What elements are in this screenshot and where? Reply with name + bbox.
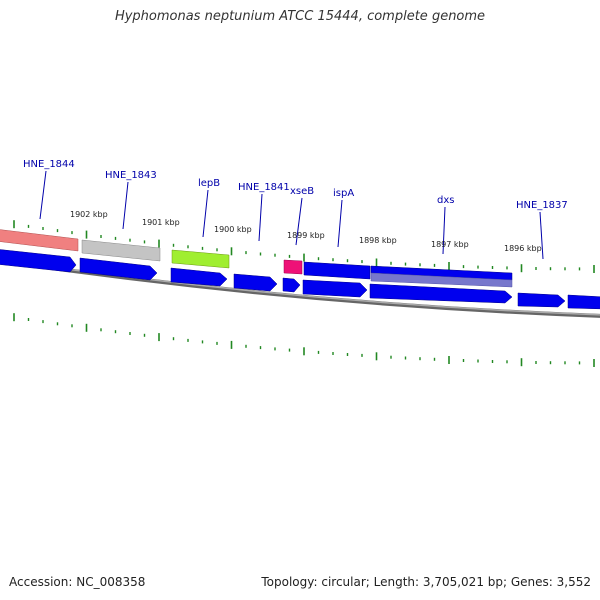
gene-hne-1844[interactable] (0, 229, 79, 252)
kbp-label: 1898 kbp (359, 236, 397, 245)
gene-label[interactable]: HNE_1841 (238, 182, 290, 193)
gene-label[interactable]: ispA (333, 188, 354, 199)
gene-arrow-4[interactable] (233, 273, 278, 292)
gene-label[interactable]: HNE_1843 (105, 170, 157, 181)
inner-tick-track (13, 313, 595, 367)
gene-xseB[interactable] (283, 259, 303, 275)
gene-lepB[interactable] (171, 249, 230, 269)
upper-strand-genes (0, 229, 513, 288)
kbp-label: 1902 kbp (70, 210, 108, 219)
kbp-label: 1901 kbp (142, 218, 180, 227)
kbp-label: 1896 kbp (504, 244, 542, 253)
genome-title: Hyphomonas neptunium ATCC 15444, complet… (114, 9, 486, 24)
outer-tick-track (13, 220, 595, 273)
gene-arrow-9[interactable] (567, 294, 600, 310)
gene-label[interactable]: lepB (198, 178, 220, 189)
gene-label[interactable]: HNE_1837 (516, 200, 568, 211)
gene-labels: HNE_1844 HNE_1843 lepB HNE_1841 xseB isp… (23, 159, 568, 211)
gene-label-leaders (39, 170, 544, 260)
kbp-label: 1900 kbp (214, 225, 252, 234)
gene-arrow-3[interactable] (170, 267, 228, 287)
gene-arrow-1[interactable] (0, 249, 77, 273)
gene-arrow-7[interactable] (369, 283, 513, 304)
gene-ispA[interactable] (303, 261, 371, 280)
gene-label[interactable]: xseB (290, 186, 314, 197)
gene-label[interactable]: dxs (437, 195, 454, 206)
accession-label: Accession: NC_008358 (9, 575, 146, 589)
gene-arrow-8[interactable] (517, 292, 566, 308)
gene-hne-1843[interactable] (81, 239, 161, 262)
gene-dxs-lower (370, 272, 513, 288)
gene-arrow-6[interactable] (302, 279, 368, 298)
gene-arrow-2[interactable] (79, 257, 158, 281)
kbp-label: 1899 kbp (287, 231, 325, 240)
kbp-label: 1897 kbp (431, 240, 469, 249)
gene-label[interactable]: HNE_1844 (23, 159, 75, 170)
gene-arrow-5[interactable] (282, 277, 301, 293)
lower-strand-genes (0, 249, 600, 310)
kbp-labels: 1902 kbp 1901 kbp 1900 kbp 1899 kbp 1898… (70, 210, 542, 253)
topology-summary: Topology: circular; Length: 3,705,021 bp… (261, 575, 591, 589)
